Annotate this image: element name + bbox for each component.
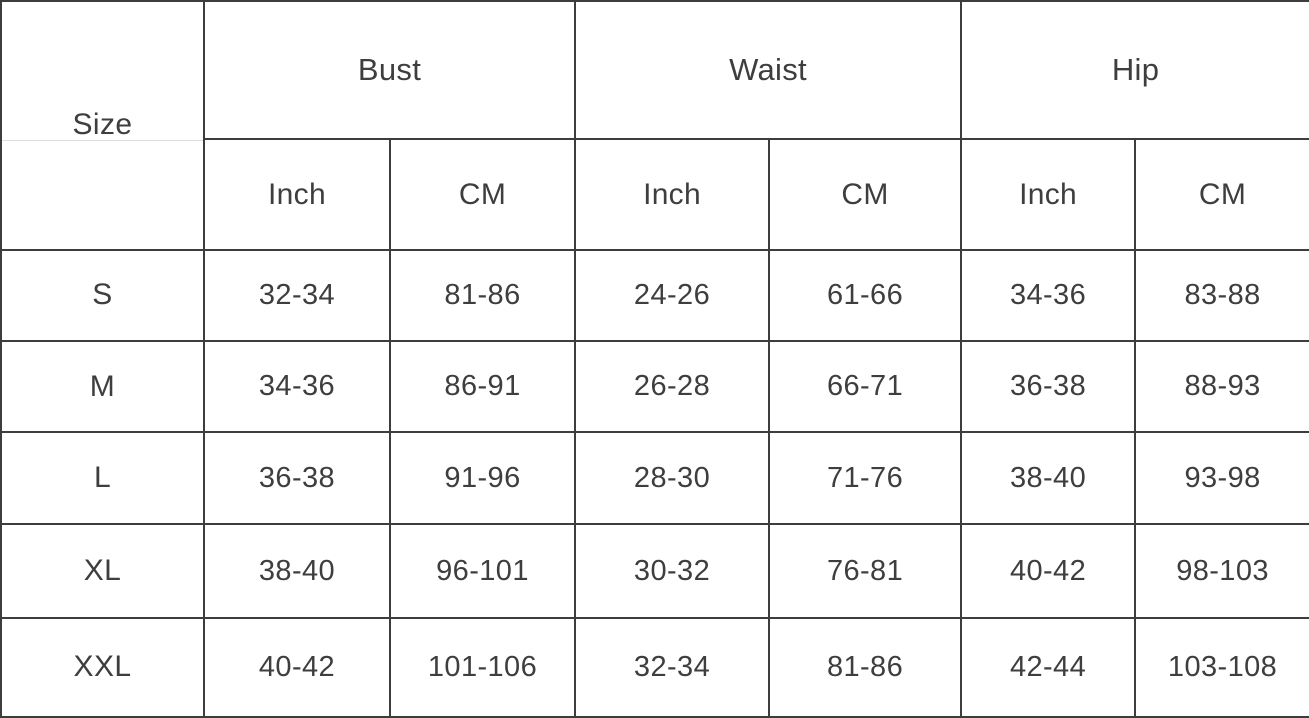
waist-cm-header: CM [768, 138, 963, 251]
size-column-header-label: Size [72, 108, 133, 142]
table-cell: 81-86 [768, 616, 963, 718]
table-cell: 71-76 [768, 431, 963, 526]
table-cell: 98-103 [1134, 523, 1309, 619]
unit-header-row: Inch CM Inch CM Inch CM [1, 138, 1309, 251]
table-cell: 42-44 [960, 616, 1137, 718]
table-cell: 36-38 [960, 339, 1137, 434]
table-cell: 38-40 [960, 431, 1137, 526]
table-cell: 26-28 [574, 339, 771, 434]
hip-inch-header: Inch [960, 138, 1137, 251]
table-cell: 103-108 [1134, 616, 1309, 718]
table-cell: 40-42 [203, 616, 391, 718]
table-row-xxl: XXL 40-42 101-106 32-34 81-86 42-44 103-… [0, 616, 1309, 718]
size-column-header: Size [0, 0, 205, 251]
table-cell: 61-66 [768, 248, 963, 342]
bust-cm-header: CM [388, 138, 577, 251]
table-cell: 40-42 [960, 523, 1137, 619]
table-cell: 32-34 [203, 248, 391, 342]
group-header-row: Size Bust Waist Hip [0, 0, 1309, 251]
table-row-xl: XL 38-40 96-101 30-32 76-81 40-42 98-103 [0, 523, 1309, 619]
table-cell: 32-34 [574, 616, 771, 718]
table-cell: 96-101 [388, 523, 577, 619]
size-row-label: XL [0, 523, 205, 619]
table-cell: 101-106 [388, 616, 577, 718]
table-cell: 91-96 [388, 431, 577, 526]
table-cell: 83-88 [1134, 248, 1309, 342]
table-cell: 28-30 [574, 431, 771, 526]
table-cell: 93-98 [1134, 431, 1309, 526]
bust-group-header: Bust [202, 0, 577, 141]
table-cell: 24-26 [574, 248, 771, 342]
table-cell: 34-36 [960, 248, 1137, 342]
table-cell: 38-40 [203, 523, 391, 619]
table-cell: 81-86 [388, 248, 577, 342]
bust-inch-header: Inch [203, 138, 391, 251]
hip-group-header: Hip [960, 0, 1309, 141]
table-row-m: M 34-36 86-91 26-28 66-71 36-38 88-93 [0, 339, 1309, 434]
table-cell: 86-91 [388, 339, 577, 434]
table-cell: 34-36 [203, 339, 391, 434]
table-cell: 66-71 [768, 339, 963, 434]
hip-cm-header: CM [1134, 138, 1309, 251]
table-row-s: S 32-34 81-86 24-26 61-66 34-36 83-88 [0, 248, 1309, 342]
table-cell: 76-81 [768, 523, 963, 619]
table-cell: 36-38 [203, 431, 391, 526]
size-row-label: S [0, 248, 205, 342]
table-row-l: L 36-38 91-96 28-30 71-76 38-40 93-98 [0, 431, 1309, 526]
size-row-label: M [0, 339, 205, 434]
table-cell: 30-32 [574, 523, 771, 619]
size-row-label: L [0, 431, 205, 526]
table-cell: 88-93 [1134, 339, 1309, 434]
waist-group-header: Waist [574, 0, 963, 141]
waist-inch-header: Inch [574, 138, 771, 251]
size-row-label: XXL [0, 616, 205, 718]
